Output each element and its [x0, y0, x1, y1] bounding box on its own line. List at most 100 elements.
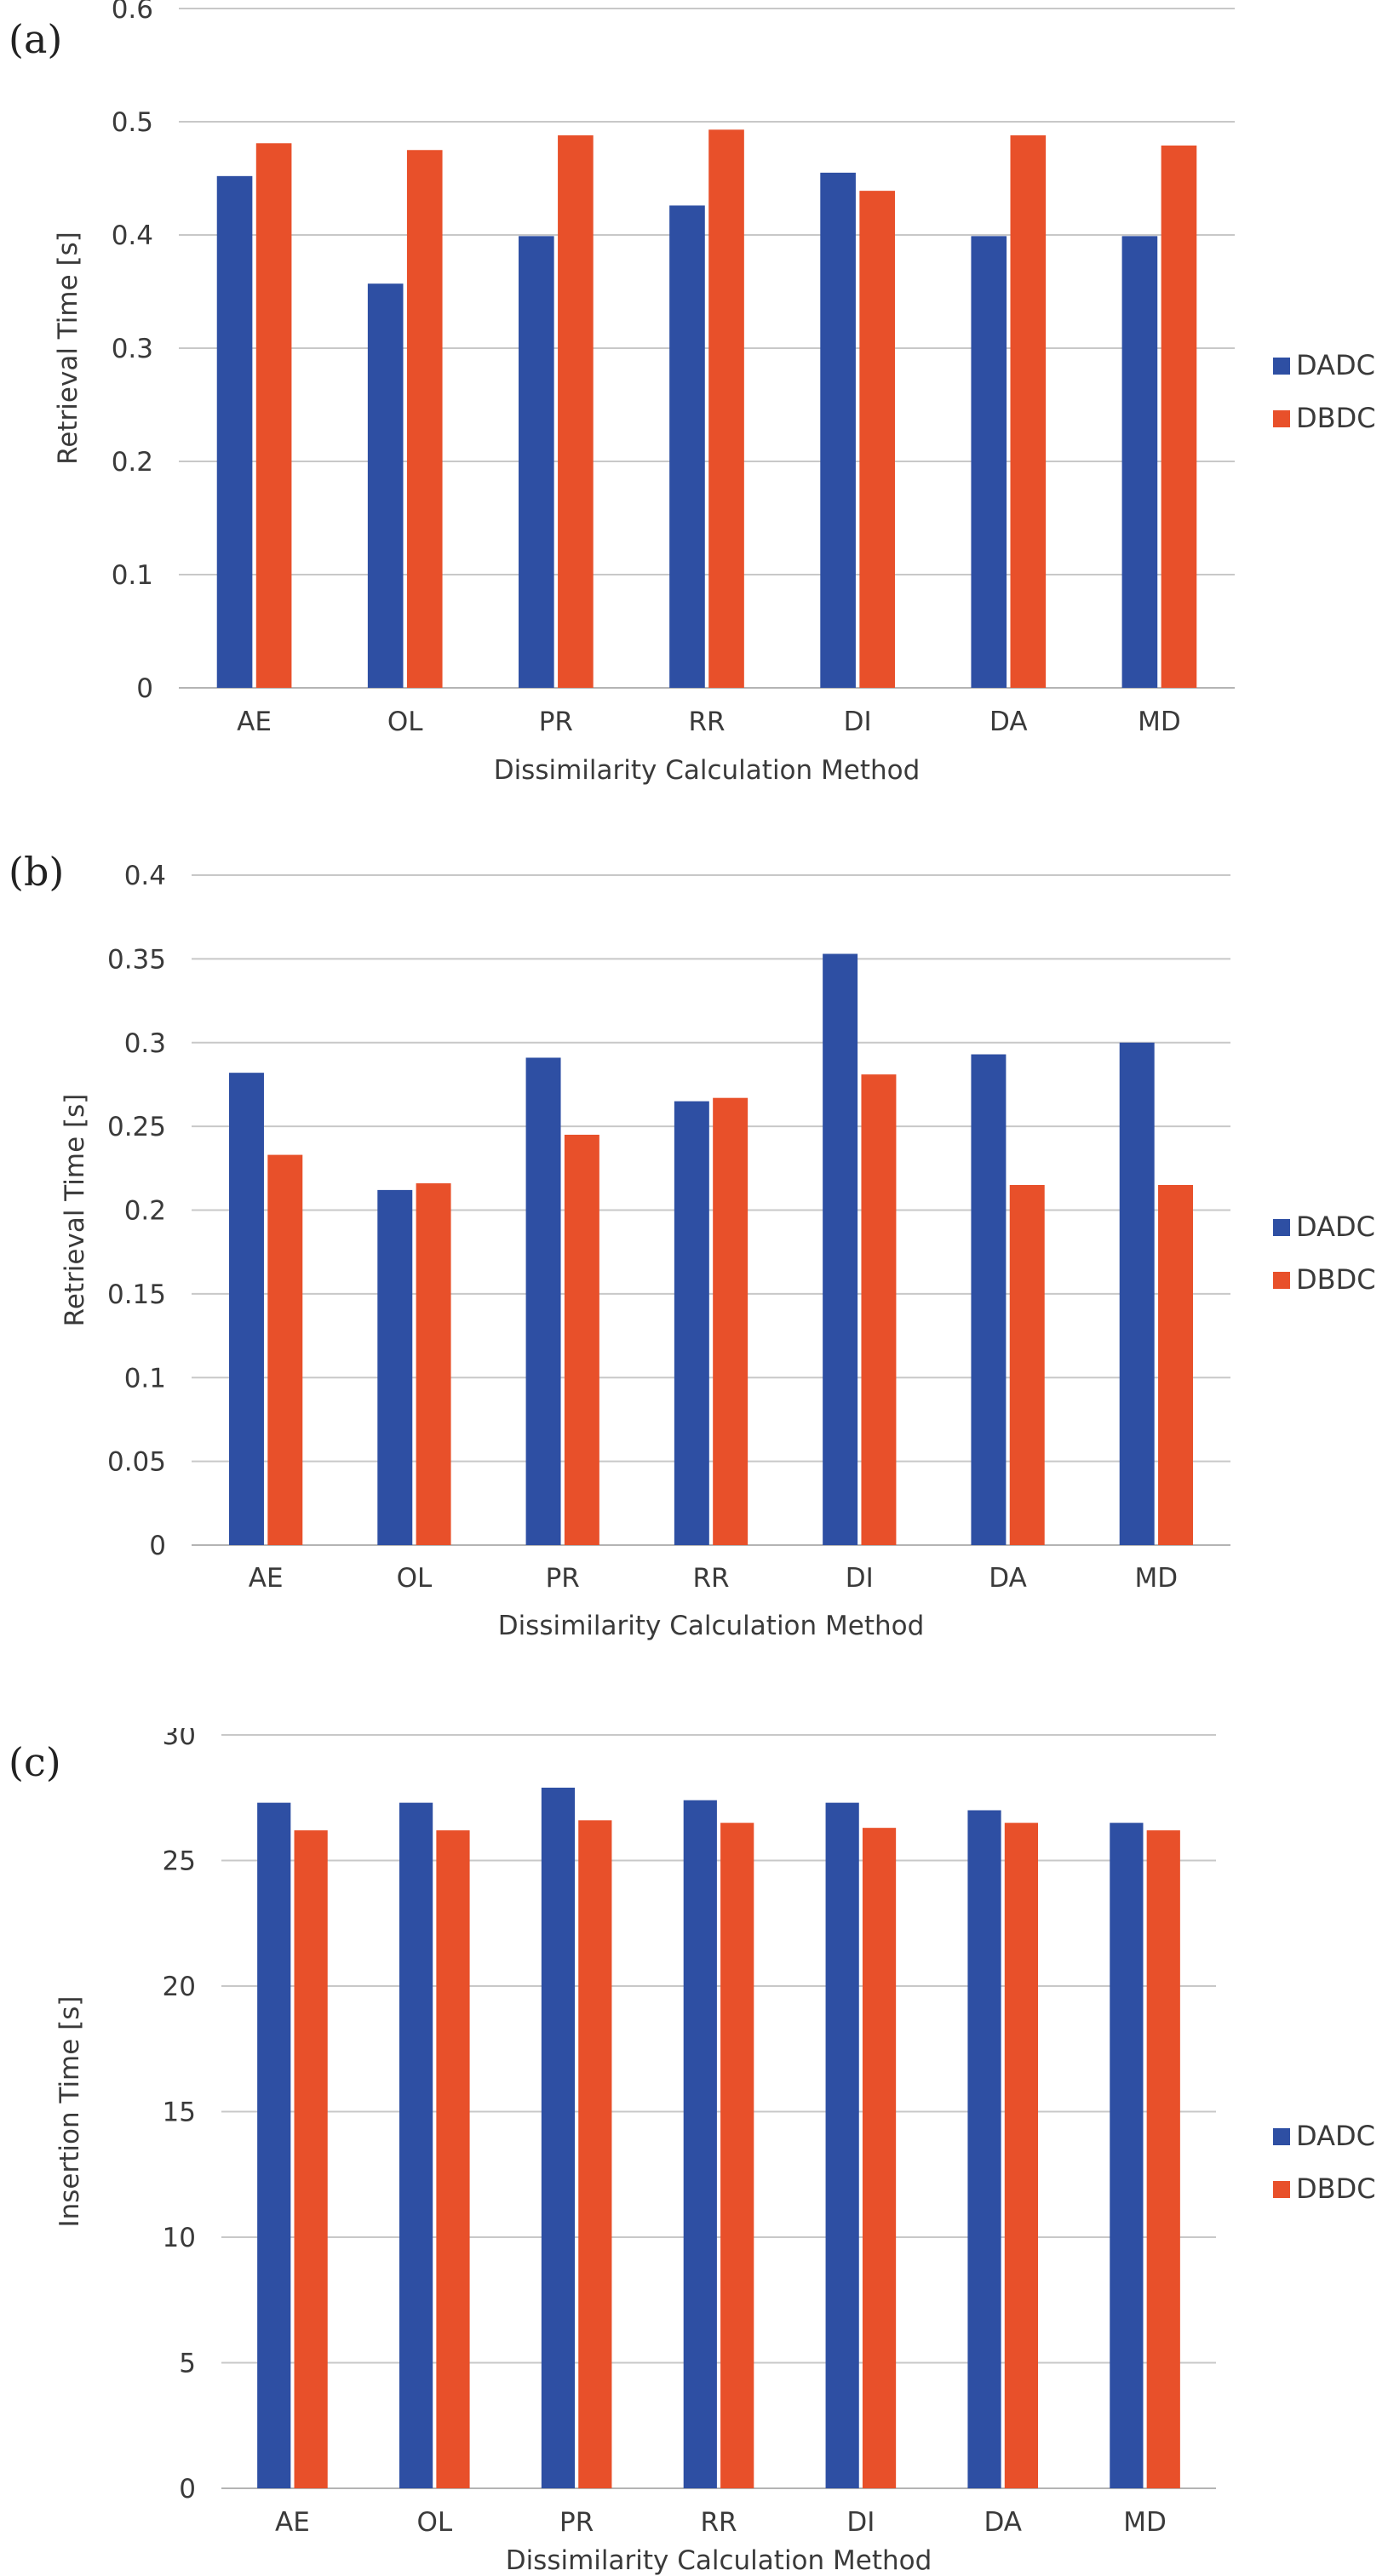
- bar-dadc-da: [967, 1810, 1001, 2488]
- bar-dadc-di: [823, 953, 858, 1545]
- bar-dadc-di: [820, 172, 856, 689]
- x-tick-label: PR: [546, 1563, 580, 1594]
- chart-panel-b: (b) 0 0.05 0.1 0.15 0.2 0.25 0.3 0.35 0.4 AE OL PR RR…: [9, 849, 1376, 1641]
- y-tick-label: 0.3: [124, 1028, 166, 1059]
- y-tick-label: 25: [163, 1846, 196, 1877]
- x-tick-label: MD: [1123, 2507, 1167, 2538]
- bar-dbdc-ae: [267, 1154, 303, 1545]
- legend-label-dadc: DADC: [1296, 2120, 1375, 2152]
- legend-label-dadc: DADC: [1296, 349, 1375, 381]
- legend-label-dbdc: DBDC: [1296, 2172, 1376, 2205]
- bar-dbdc-md: [1161, 145, 1197, 688]
- bar-dbdc-di: [862, 1828, 897, 2488]
- x-tick-label: PR: [539, 707, 573, 737]
- x-tick-label: RR: [700, 2507, 737, 2538]
- bar-dadc-ae: [216, 175, 253, 689]
- x-tick-label: DI: [846, 1563, 874, 1594]
- bar-dbdc-rr: [720, 1823, 754, 2488]
- x-tick-label: DA: [984, 2507, 1022, 2538]
- x-tick-label: DI: [844, 707, 872, 737]
- bar-dadc-ol: [377, 1189, 413, 1545]
- panel-label-b: (b): [9, 849, 64, 895]
- bar-dadc-ol: [399, 1802, 433, 2488]
- legend-swatch-dbdc: [1273, 2181, 1290, 2198]
- bar-dbdc-ol: [406, 150, 443, 688]
- x-tick-label: MD: [1135, 1563, 1179, 1594]
- y-tick-label: 0.1: [124, 1363, 166, 1394]
- bar-dadc-pr: [541, 1787, 576, 2488]
- y-tick-label: 0.4: [112, 220, 153, 251]
- y-tick-label: 0.6: [112, 0, 153, 25]
- x-tick-label: OL: [416, 2507, 452, 2538]
- bar-dbdc-pr: [564, 1134, 599, 1545]
- bar-dbdc-ol: [436, 1830, 470, 2488]
- y-axis-title: Retrieval Time [s]: [53, 232, 83, 465]
- bar-dadc-pr: [525, 1057, 561, 1545]
- y-axis-title: Insertion Time [s]: [54, 1995, 85, 2227]
- bar-dbdc-rr: [708, 129, 744, 688]
- bar-dadc-rr: [683, 1800, 717, 2488]
- panel-label-a: (a): [9, 16, 62, 62]
- y-tick-label: 0.4: [124, 861, 166, 891]
- y-tick-label: 0: [179, 2474, 196, 2504]
- bar-dadc-md: [1119, 1042, 1155, 1545]
- y-tick-label: 0.05: [107, 1447, 166, 1478]
- x-tick-label: MD: [1138, 707, 1181, 737]
- x-tick-label: AE: [237, 707, 272, 737]
- y-axis-title: Retrieval Time [s]: [60, 1094, 90, 1327]
- legend-swatch-dbdc: [1273, 410, 1290, 427]
- y-tick-label: 5: [179, 2349, 196, 2379]
- x-axis-title: Dissimilarity Calculation Method: [506, 2545, 932, 2576]
- x-tick-label: AE: [275, 2507, 310, 2538]
- x-tick-label: AE: [249, 1563, 284, 1594]
- x-tick-label: OL: [397, 1563, 433, 1594]
- legend: DADC DBDC: [1273, 2120, 1376, 2205]
- y-tick-label: 0.15: [107, 1279, 166, 1310]
- y-tick-label: 15: [163, 2098, 196, 2128]
- x-tick-label: PR: [559, 2507, 594, 2538]
- y-tick-label: 0.5: [112, 107, 153, 138]
- bar-dbdc-da: [1009, 1184, 1045, 1545]
- chart-panel-c: (c) 0 5 10 15 20 25 30 AE OL PR RR DI DA MD Dissimilari…: [9, 1728, 1376, 2576]
- bar-dadc-ae: [229, 1073, 264, 1545]
- x-tick-label: OL: [387, 707, 423, 737]
- x-tick-label: DI: [846, 2507, 875, 2538]
- legend-swatch-dbdc: [1273, 1272, 1290, 1289]
- x-tick-label: RR: [688, 707, 725, 737]
- y-tick-label: 0: [136, 673, 153, 704]
- y-tick-label: 10: [163, 2223, 196, 2253]
- bar-dadc-ae: [257, 1802, 291, 2488]
- x-axis-title: Dissimilarity Calculation Method: [498, 1611, 925, 1641]
- bar-dbdc-di: [861, 1074, 897, 1545]
- x-tick-label: RR: [692, 1563, 729, 1594]
- x-tick-label: DA: [989, 1563, 1027, 1594]
- panel-label-c: (c): [9, 1739, 61, 1785]
- bar-dadc-ol: [367, 283, 404, 688]
- bar-dadc-da: [971, 236, 1007, 689]
- legend-swatch-dadc: [1273, 358, 1290, 375]
- bar-dadc-rr: [674, 1101, 709, 1545]
- bar-dbdc-ae: [294, 1830, 328, 2488]
- y-tick-label: 0.2: [124, 1196, 166, 1227]
- bar-dbdc-da: [1004, 1823, 1039, 2488]
- bar-dbdc-pr: [578, 1820, 612, 2488]
- bar-dbdc-md: [1146, 1830, 1180, 2488]
- bar-dbdc-ae: [255, 143, 292, 688]
- bar-dbdc-ol: [416, 1183, 451, 1545]
- legend-label-dadc: DADC: [1296, 1211, 1375, 1243]
- chart-panel-a: (a) 0 0.1 0.2 0.3 0.4 0.5 0.6 AE OL PR RR DI DA MD Diss…: [9, 0, 1376, 786]
- bar-dbdc-pr: [558, 135, 594, 688]
- legend-swatch-dadc: [1273, 2128, 1290, 2145]
- y-tick-label: 0.2: [112, 447, 153, 478]
- legend-label-dbdc: DBDC: [1296, 1263, 1376, 1296]
- y-tick-label: 0.35: [107, 944, 166, 975]
- legend: DADC DBDC: [1273, 349, 1376, 434]
- legend-swatch-dadc: [1273, 1219, 1290, 1236]
- y-tick-label: 20: [163, 1972, 196, 2002]
- bar-dadc-md: [1110, 1823, 1144, 2488]
- bar-dadc-di: [825, 1802, 859, 2488]
- y-tick-label: 0.25: [107, 1112, 166, 1142]
- bar-dbdc-di: [859, 191, 895, 688]
- x-tick-label: DA: [989, 707, 1028, 737]
- bar-dadc-rr: [669, 205, 705, 689]
